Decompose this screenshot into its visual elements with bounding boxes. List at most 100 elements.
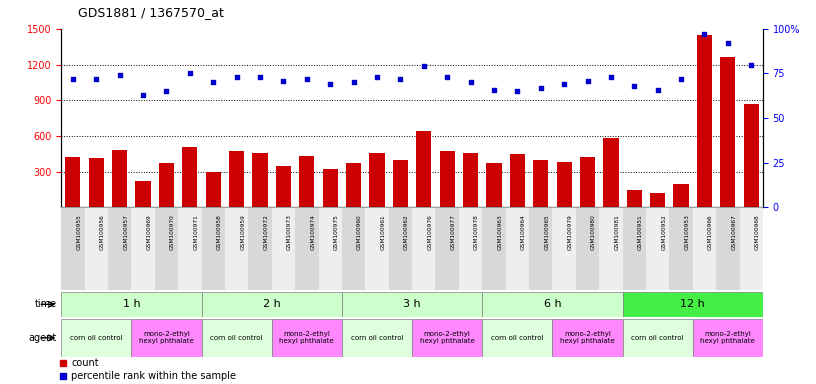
- Bar: [65, 157, 81, 207]
- Point: [675, 76, 688, 82]
- Text: 2 h: 2 h: [263, 299, 281, 310]
- Point: [66, 76, 79, 82]
- Text: GDS1881 / 1367570_at: GDS1881 / 1367570_at: [78, 6, 224, 19]
- Text: GSM100976: GSM100976: [428, 214, 432, 250]
- Bar: [85, 207, 108, 290]
- Text: GSM100959: GSM100959: [240, 214, 245, 250]
- Text: time: time: [35, 299, 57, 310]
- Bar: [533, 161, 548, 207]
- Bar: [108, 207, 131, 290]
- Text: GSM100980: GSM100980: [591, 214, 596, 250]
- Text: GSM100971: GSM100971: [193, 214, 198, 250]
- Bar: [178, 207, 202, 290]
- Point: [557, 81, 570, 87]
- Text: GSM100969: GSM100969: [147, 214, 152, 250]
- Point: [417, 63, 430, 70]
- Point: [534, 84, 548, 91]
- Bar: [623, 319, 693, 357]
- Bar: [576, 207, 599, 290]
- Bar: [366, 207, 388, 290]
- Bar: [436, 207, 459, 290]
- Point: [651, 86, 664, 93]
- Point: [324, 81, 337, 87]
- Bar: [599, 207, 623, 290]
- Point: [464, 79, 477, 85]
- Bar: [229, 151, 244, 207]
- Bar: [552, 207, 576, 290]
- Text: GSM100973: GSM100973: [287, 214, 292, 250]
- Text: mono-2-ethyl
hexyl phthalate: mono-2-ethyl hexyl phthalate: [279, 331, 335, 344]
- Bar: [412, 319, 482, 357]
- Bar: [202, 207, 225, 290]
- Bar: [318, 207, 342, 290]
- Bar: [202, 319, 272, 357]
- Point: [370, 74, 384, 80]
- Point: [441, 74, 454, 80]
- Text: GSM100968: GSM100968: [755, 214, 760, 250]
- Text: agent: agent: [29, 333, 57, 343]
- Bar: [739, 207, 763, 290]
- Bar: [252, 153, 268, 207]
- Bar: [482, 319, 552, 357]
- Bar: [646, 207, 669, 290]
- Bar: [482, 207, 506, 290]
- Bar: [463, 153, 478, 207]
- Bar: [552, 319, 623, 357]
- Point: [605, 74, 618, 80]
- Bar: [416, 131, 432, 207]
- Bar: [506, 207, 529, 290]
- Bar: [61, 207, 85, 290]
- Bar: [295, 207, 318, 290]
- Bar: [603, 138, 619, 207]
- Bar: [693, 319, 763, 357]
- Bar: [392, 161, 408, 207]
- Text: GSM100961: GSM100961: [380, 214, 385, 250]
- Text: GSM100972: GSM100972: [264, 214, 268, 250]
- Bar: [342, 207, 366, 290]
- Text: 3 h: 3 h: [403, 299, 421, 310]
- Text: corn oil control: corn oil control: [70, 335, 122, 341]
- Point: [206, 79, 220, 85]
- Text: mono-2-ethyl
hexyl phthalate: mono-2-ethyl hexyl phthalate: [419, 331, 475, 344]
- Point: [230, 74, 243, 80]
- Bar: [225, 207, 248, 290]
- Point: [113, 72, 126, 78]
- Bar: [697, 35, 712, 207]
- Bar: [131, 207, 155, 290]
- Text: GSM100952: GSM100952: [661, 214, 666, 250]
- Bar: [412, 207, 436, 290]
- Bar: [440, 151, 455, 207]
- Text: corn oil control: corn oil control: [491, 335, 543, 341]
- Bar: [155, 207, 178, 290]
- Text: GSM100955: GSM100955: [77, 214, 82, 250]
- Bar: [202, 292, 342, 317]
- Text: mono-2-ethyl
hexyl phthalate: mono-2-ethyl hexyl phthalate: [139, 331, 194, 344]
- Text: count: count: [72, 358, 99, 368]
- Bar: [322, 169, 338, 207]
- Text: GSM100970: GSM100970: [170, 214, 175, 250]
- Bar: [716, 207, 739, 290]
- Text: GSM100953: GSM100953: [685, 214, 690, 250]
- Text: percentile rank within the sample: percentile rank within the sample: [72, 371, 237, 381]
- Bar: [510, 154, 525, 207]
- Bar: [342, 292, 482, 317]
- Bar: [299, 156, 314, 207]
- Point: [745, 61, 758, 68]
- Bar: [206, 172, 221, 207]
- Text: GSM100957: GSM100957: [123, 214, 128, 250]
- Point: [581, 78, 594, 84]
- Point: [628, 83, 641, 89]
- Bar: [370, 153, 384, 207]
- Bar: [743, 104, 759, 207]
- Bar: [557, 162, 572, 207]
- Text: GSM100965: GSM100965: [544, 214, 549, 250]
- Bar: [623, 292, 763, 317]
- Bar: [346, 163, 361, 207]
- Bar: [89, 158, 104, 207]
- Point: [160, 88, 173, 94]
- Text: GSM100963: GSM100963: [498, 214, 503, 250]
- Bar: [693, 207, 716, 290]
- Bar: [486, 163, 502, 207]
- Point: [698, 31, 711, 37]
- Text: GSM100951: GSM100951: [638, 214, 643, 250]
